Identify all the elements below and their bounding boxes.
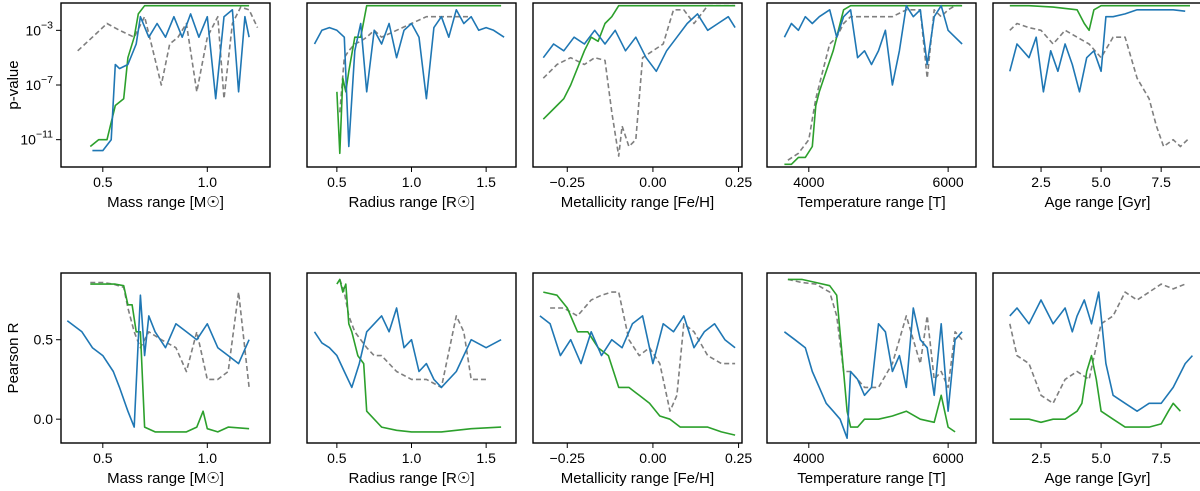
- x-tick-label: 2.5: [1031, 450, 1051, 466]
- x-tick-label: 7.5: [1151, 174, 1171, 190]
- y-tick-label: 0.0: [34, 411, 54, 427]
- x-axis-label: Radius range [R☉]: [348, 470, 474, 487]
- x-tick-label: −0.25: [550, 174, 586, 190]
- series-blue-line: [783, 4, 963, 86]
- x-tick-label: 1.5: [476, 174, 496, 190]
- series-blue-line: [92, 9, 250, 152]
- x-axis-label: Radius range [R☉]: [348, 194, 474, 211]
- series-green-line: [90, 283, 250, 433]
- subplot-r-0: 0.5 1.0 0.0 0.5 Mass range [M☉] Pearson R: [5, 272, 271, 487]
- series-green-line: [336, 278, 502, 433]
- x-axis-label: Age range [Gyr]: [1045, 194, 1151, 211]
- x-tick-label: −0.25: [550, 450, 586, 466]
- x-tick-label: 0.25: [725, 450, 752, 466]
- series-blue-line: [313, 9, 505, 148]
- x-tick-label: 1.0: [198, 450, 218, 466]
- series-green-line: [89, 4, 250, 148]
- series-green-line: [542, 4, 736, 120]
- y-axis-label: p-value: [5, 60, 22, 109]
- subplot-p-2: −0.25 0.00 0.25 Metallicity range [Fe/H]: [532, 2, 752, 211]
- axes-frame: [532, 272, 743, 444]
- x-tick-label: 5.0: [1091, 450, 1111, 466]
- x-tick-label: 4000: [793, 174, 824, 190]
- axes-frame: [766, 2, 977, 168]
- y-tick-label: 0.5: [34, 332, 54, 348]
- series-blue-line: [313, 307, 502, 389]
- series-gray-line: [339, 279, 487, 389]
- x-tick-label: 0.5: [327, 450, 347, 466]
- x-tick-label: 0.25: [725, 174, 752, 190]
- series-green-line: [787, 278, 956, 433]
- series-gray-line: [787, 278, 963, 389]
- series-gray-line: [787, 4, 963, 161]
- series-gray-line: [90, 281, 250, 388]
- x-axis-label: Temperature range [T]: [797, 194, 945, 211]
- y-tick-label: 10−3: [25, 19, 53, 38]
- series-blue-line: [1009, 9, 1186, 93]
- x-axis-label: Temperature range [T]: [797, 470, 945, 487]
- x-tick-label: 1.5: [476, 450, 496, 466]
- series-green-line: [1009, 354, 1181, 428]
- series-blue-line: [1009, 291, 1193, 413]
- series-blue-line: [539, 315, 736, 365]
- x-tick-label: 0.5: [93, 174, 113, 190]
- subplot-p-3: 4000 6000 Temperature range [T]: [766, 2, 977, 211]
- subplot-r-2: −0.25 0.00 0.25 Metallicity range [Fe/H]: [532, 272, 752, 487]
- axes-frame: [60, 272, 271, 444]
- series-gray-line: [1009, 22, 1189, 148]
- axes-frame: [992, 272, 1200, 444]
- series-blue-line: [783, 307, 963, 440]
- series-blue-line: [542, 13, 736, 73]
- x-tick-label: 0.5: [327, 174, 347, 190]
- series-green-line: [1009, 4, 1190, 32]
- series-blue-line: [66, 294, 250, 428]
- axes-frame: [532, 2, 743, 168]
- x-tick-label: 0.00: [639, 174, 666, 190]
- x-tick-label: 1.0: [402, 450, 422, 466]
- axes-frame: [992, 2, 1200, 168]
- x-tick-label: 0.5: [93, 450, 113, 466]
- x-tick-label: 6000: [933, 450, 964, 466]
- x-tick-label: 1.0: [198, 174, 218, 190]
- series-gray-line: [542, 4, 736, 157]
- x-tick-label: 7.5: [1151, 450, 1171, 466]
- x-tick-label: 5.0: [1091, 174, 1111, 190]
- series-gray-line: [339, 15, 472, 113]
- x-axis-label: Metallicity range [Fe/H]: [561, 194, 714, 211]
- x-tick-label: 4000: [793, 450, 824, 466]
- series-green-line: [543, 291, 736, 436]
- x-tick-label: 1.0: [402, 174, 422, 190]
- x-tick-label: 6000: [933, 174, 964, 190]
- subplot-p-0: 0.5 1.0 10−3 10−7 10−11 Mass range [M☉] p-valu…: [5, 2, 271, 211]
- series-gray-line: [1009, 283, 1186, 405]
- y-tick-label: 10−11: [20, 129, 53, 148]
- x-axis-label: Metallicity range [Fe/H]: [561, 470, 714, 487]
- x-axis-label: Mass range [M☉]: [107, 470, 224, 487]
- subplot-r-3: 4000 6000 Temperature range [T]: [766, 272, 977, 487]
- series-green-line: [784, 4, 963, 166]
- series-gray-line: [550, 291, 736, 413]
- y-axis-label: Pearson R: [5, 322, 22, 393]
- series-gray-line: [77, 6, 259, 100]
- x-axis-label: Age range [Gyr]: [1045, 470, 1151, 487]
- x-tick-label: 0.00: [639, 450, 666, 466]
- y-tick-label: 10−7: [25, 74, 53, 93]
- axes-frame: [766, 272, 977, 444]
- x-axis-label: Mass range [M☉]: [107, 194, 224, 211]
- x-tick-label: 2.5: [1031, 174, 1051, 190]
- series-green-line: [336, 4, 502, 155]
